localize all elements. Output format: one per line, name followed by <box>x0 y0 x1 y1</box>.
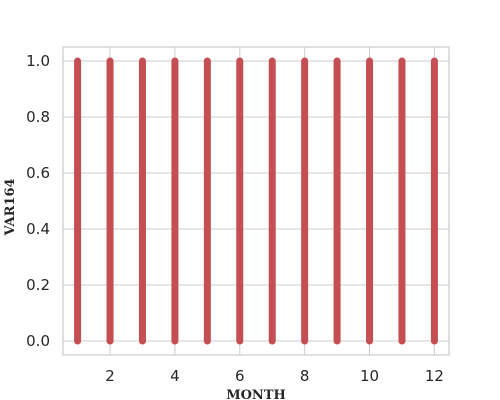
y-tick-labels: 0.0 0.2 0.4 0.6 0.8 1.0 <box>26 52 50 350</box>
plot-frame <box>62 46 450 356</box>
x-tick-label: 6 <box>235 367 245 385</box>
x-tick-label: 4 <box>170 367 180 385</box>
y-tick-label: 0.8 <box>26 108 50 126</box>
x-tick-label: 8 <box>300 367 310 385</box>
x-tick-label: 12 <box>425 367 444 385</box>
x-tick-labels: 2 4 6 8 10 12 <box>105 367 444 385</box>
x-tick-label: 10 <box>360 367 379 385</box>
data-points <box>74 57 438 345</box>
y-tick-label: 0.6 <box>26 164 50 182</box>
x-tick-label: 2 <box>105 367 115 385</box>
y-tick-label: 0.4 <box>26 220 50 238</box>
y-tick-label: 1.0 <box>26 52 50 70</box>
x-axis-label: MONTH <box>226 388 286 400</box>
y-axis-label: VAR164 <box>3 178 18 236</box>
y-tick-label: 0.2 <box>26 276 50 294</box>
y-tick-label: 0.0 <box>26 332 50 350</box>
grid <box>63 47 449 355</box>
